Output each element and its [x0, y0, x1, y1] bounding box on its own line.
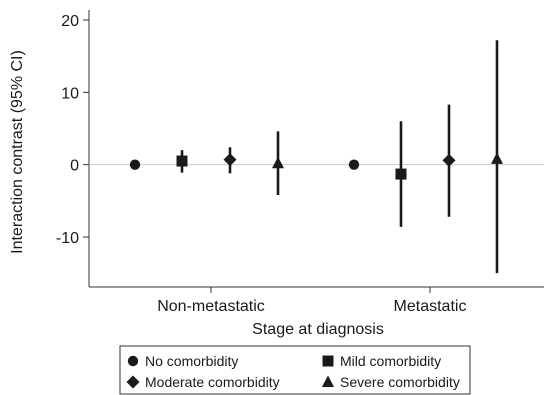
- legend-label: Severe comorbidity: [340, 374, 460, 390]
- legend-marker-square: [322, 355, 334, 367]
- x-tick-label: Non-metastatic: [157, 298, 265, 315]
- x-axis-title: Stage at diagnosis: [252, 321, 384, 338]
- y-axis-title: Interaction contrast (95% CI): [9, 50, 26, 254]
- y-tick-label: -10: [56, 230, 79, 247]
- point-square: [176, 155, 188, 167]
- point-triangle: [491, 152, 503, 164]
- legend-marker-circle: [127, 355, 139, 367]
- y-tick-label: 0: [70, 158, 79, 175]
- point-diamond: [223, 153, 237, 167]
- x-tick-label: Metastatic: [394, 298, 467, 315]
- legend-label: No comorbidity: [145, 353, 238, 369]
- point-circle: [348, 159, 360, 170]
- legend-box: [119, 345, 471, 395]
- y-tick-label: 20: [61, 13, 79, 30]
- y-tick-label: 10: [61, 85, 79, 102]
- legend-label: Mild comorbidity: [340, 353, 441, 369]
- point-triangle: [272, 156, 284, 169]
- legend-label: Moderate comorbidity: [145, 374, 280, 390]
- point-diamond: [442, 153, 456, 167]
- point-square: [395, 168, 407, 180]
- legend-marker-triangle: [322, 375, 334, 387]
- plot-area: 20 10 0 -10 Non-metastatic Metastatic: [56, 10, 544, 315]
- legend-marker-diamond: [126, 375, 140, 389]
- legend: No comorbidity Mild comorbidity Moderate c…: [119, 345, 471, 395]
- point-circle: [129, 159, 141, 170]
